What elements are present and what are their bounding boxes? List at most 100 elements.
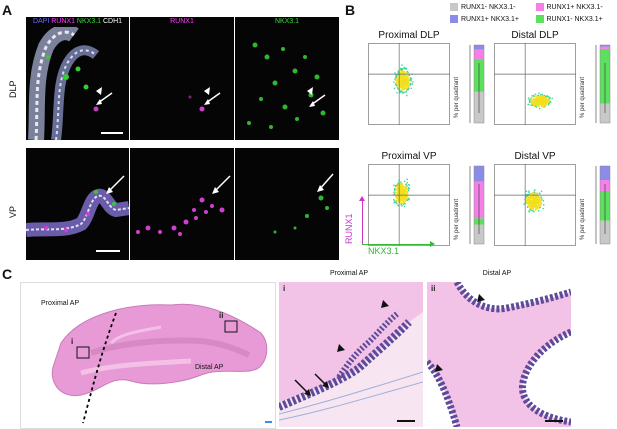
stacked-bar-proximal-dlp <box>469 44 485 124</box>
boundary-line <box>82 312 117 424</box>
scatter-point <box>406 75 408 78</box>
scatter-point <box>401 82 403 85</box>
scatter-point <box>403 67 405 69</box>
scatter-point <box>394 189 397 191</box>
scatter-point <box>403 198 405 200</box>
legend-label: RUNX1- NKX3.1- <box>461 3 516 11</box>
scatter-point <box>399 187 401 189</box>
scatter-point <box>407 75 409 77</box>
scatter-point <box>534 102 536 104</box>
scatter-point <box>534 93 537 95</box>
scatter-point <box>411 83 414 85</box>
row-label-vp: VP <box>8 205 18 218</box>
scatter-point <box>405 85 407 87</box>
scatter-point <box>542 100 544 103</box>
scatter-point <box>403 180 406 183</box>
scatter-point <box>537 210 540 212</box>
stacked-bar-distal-dlp <box>595 44 611 124</box>
bar-segment <box>474 224 484 244</box>
scatter-point <box>535 206 537 209</box>
scatter-point <box>532 198 534 201</box>
scatter-point <box>396 81 399 84</box>
panel-a-letter: A <box>2 2 13 18</box>
legend-label: RUNX1- NKX3.1+ <box>546 15 603 23</box>
scatter-point <box>404 195 407 197</box>
scatter-point <box>402 86 404 89</box>
scatter-point <box>531 95 533 97</box>
scatter-point <box>530 209 532 211</box>
scatter-point <box>527 196 530 198</box>
scatter-point <box>401 184 403 186</box>
legend-swatch <box>535 3 544 11</box>
scatter-point <box>407 80 409 82</box>
scatter-point <box>405 195 408 197</box>
scatter-point <box>405 200 407 203</box>
vp-merged-image <box>26 148 129 260</box>
scatter-point <box>535 192 537 195</box>
scale-bar <box>545 420 563 422</box>
scatter-point <box>534 196 537 199</box>
plot-title-proximal-vp: Proximal VP <box>381 151 437 162</box>
scatter-point <box>403 67 405 70</box>
scatter-point <box>407 76 409 79</box>
scatter-point <box>403 85 405 88</box>
scatter-point <box>539 101 542 104</box>
scatter-point <box>541 198 543 200</box>
scatter-frame <box>368 164 450 246</box>
scatter-point <box>399 91 402 93</box>
scatter-point <box>404 184 407 186</box>
scatter-point <box>544 102 546 105</box>
scatter-point <box>536 200 538 202</box>
scatter-point <box>409 77 411 79</box>
scatter-point <box>396 92 398 94</box>
scatter-point <box>537 195 539 198</box>
axis-key-x-arrowhead <box>430 241 435 247</box>
scatter-point <box>528 191 530 193</box>
scatter-point <box>404 196 407 198</box>
scatter-point <box>397 183 399 185</box>
scatter-point <box>527 194 529 196</box>
he-overview-image: Proximal AP Distal AP i ii <box>20 282 276 429</box>
scatter-point <box>399 195 401 197</box>
scatter-point <box>531 103 533 105</box>
legend-swatch <box>535 15 544 23</box>
scatter-point <box>394 83 397 86</box>
scatter-point <box>535 101 537 103</box>
scatter-point <box>406 80 408 83</box>
scatter-point <box>404 91 406 93</box>
scatter-point <box>403 186 405 188</box>
scatter-point <box>545 96 548 98</box>
scatter-point <box>530 205 533 207</box>
scatter-point <box>541 96 543 98</box>
vp-runx1-image <box>130 148 234 260</box>
scatter-point <box>526 201 529 204</box>
dlp-nkx31-image <box>235 27 339 140</box>
scatter-point <box>397 197 400 199</box>
scatter-point <box>402 197 405 199</box>
scatter-point <box>395 196 397 198</box>
scatter-point <box>534 195 536 197</box>
scatter-point <box>530 104 532 106</box>
scatter-point <box>406 78 408 80</box>
scatter-point <box>406 194 409 197</box>
scatter-point <box>400 193 402 195</box>
scatter-point <box>539 103 541 105</box>
scatter-point <box>403 189 405 191</box>
axis-key-y-arrowhead <box>359 196 365 201</box>
scatter-point <box>527 197 530 200</box>
scatter-point <box>406 89 408 91</box>
scatter-point <box>399 76 402 79</box>
scatter-point <box>393 191 395 194</box>
scatter-point <box>408 82 411 85</box>
scatter-point <box>532 199 534 202</box>
scatter-point <box>531 207 533 209</box>
scatter-point <box>397 192 399 195</box>
scatter-point <box>400 186 402 189</box>
scatter-point <box>399 86 401 88</box>
scatter-point <box>399 80 402 82</box>
scatter-point <box>534 197 536 200</box>
nkx31-label: NKX3.1 <box>76 18 102 25</box>
cdh1-label: CDH1 <box>103 18 123 25</box>
scatter-point <box>534 99 536 101</box>
scatter-point <box>398 198 400 201</box>
